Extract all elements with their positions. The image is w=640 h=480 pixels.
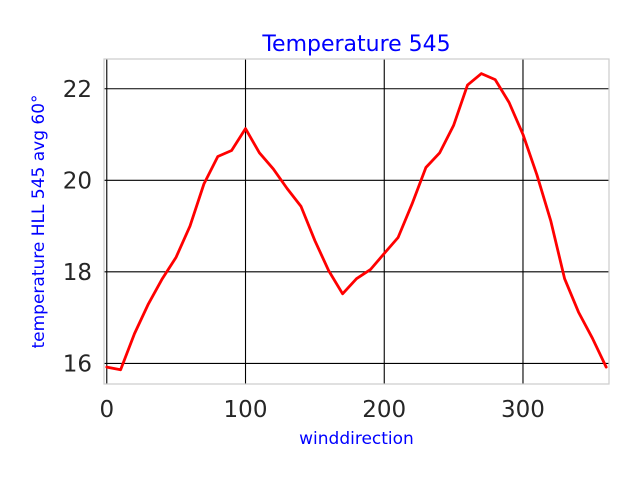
x-tick-label: 100 xyxy=(224,397,268,423)
y-tick-label: 16 xyxy=(63,351,92,377)
y-tick-label: 18 xyxy=(63,260,92,286)
y-tick-label: 22 xyxy=(63,77,92,103)
x-tick-label: 200 xyxy=(362,397,406,423)
plot-frame xyxy=(103,58,610,385)
chart-title: Temperature 545 xyxy=(261,32,450,57)
grid xyxy=(104,59,609,384)
y-axis-label: temperature HLL 545 avg 60° xyxy=(29,94,49,348)
y-tick-label: 20 xyxy=(63,168,92,194)
series-layer xyxy=(105,72,608,372)
x-tick-label: 0 xyxy=(99,397,114,423)
x-tick-label: 300 xyxy=(501,397,545,423)
x-axis-label: winddirection xyxy=(299,429,414,449)
tick-labels: 0 100 200 300 16 18 20 22 xyxy=(63,77,545,423)
series-line xyxy=(105,72,608,372)
